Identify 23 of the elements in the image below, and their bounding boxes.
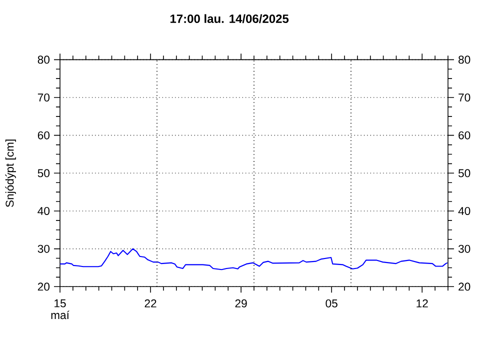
y-tick-label: 30 xyxy=(38,244,50,253)
x-tick-label: 22 xyxy=(144,299,156,308)
y-tick-label: 80 xyxy=(38,56,50,64)
y2-tick-label: 20 xyxy=(458,282,470,291)
chart-title: 17:00 lau. 14/06/2025 xyxy=(170,14,289,24)
y-tick-label: 70 xyxy=(38,93,50,102)
y2-tick-label: 80 xyxy=(458,56,470,64)
x-tick-label: 29 xyxy=(235,299,247,308)
y-axis-title: Snjódýpt [cm] xyxy=(5,140,16,207)
y-tick-label: 50 xyxy=(38,169,50,178)
y2-tick-label: 50 xyxy=(458,169,470,178)
x-tick-label: 12 xyxy=(416,299,428,308)
x-tick-label: 05 xyxy=(326,299,338,308)
y-tick-label: 60 xyxy=(38,131,50,140)
y2-tick-label: 60 xyxy=(458,131,470,140)
y2-tick-label: 70 xyxy=(458,93,470,102)
y-tick-label: 20 xyxy=(38,282,50,291)
y2-tick-label: 40 xyxy=(458,206,470,215)
x-tick-label: 15 xyxy=(54,299,66,308)
y2-tick-label: 30 xyxy=(458,244,470,253)
y-tick-label: 40 xyxy=(38,206,50,215)
text: maí xyxy=(51,310,70,320)
line-series xyxy=(60,248,448,270)
